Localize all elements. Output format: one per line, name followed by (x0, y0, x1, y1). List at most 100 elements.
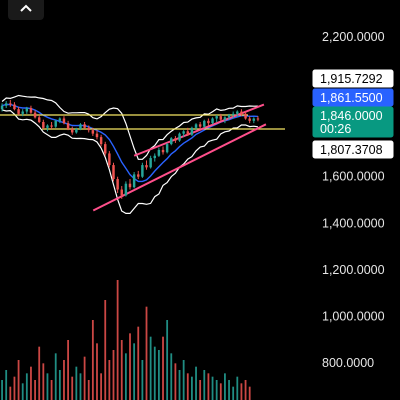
volume-bars (1, 280, 251, 400)
candlesticks (0, 99, 260, 199)
candle-body (215, 116, 218, 119)
price-tag-timer: 00:26 (320, 122, 351, 136)
candle-body (54, 120, 57, 127)
candle-body (141, 165, 144, 177)
candle (58, 117, 62, 124)
volume-bar (58, 370, 61, 400)
candle (13, 102, 16, 111)
price-tag-label: 1,807.3708 (320, 143, 383, 157)
candle-body (70, 128, 74, 133)
volume-bar (13, 376, 16, 400)
y-tick-label: 1,200.0000 (322, 263, 385, 277)
candle-body (13, 104, 16, 110)
volume-bar (203, 370, 206, 400)
volume-bar (21, 383, 24, 400)
volume-bar (38, 346, 41, 400)
y-tick-label: 1,400.0000 (322, 216, 385, 230)
candle-body (95, 133, 99, 138)
candle (153, 153, 156, 162)
candle-body (37, 117, 41, 122)
candle-body (231, 113, 235, 116)
candle-body (108, 153, 111, 166)
volume-bar (195, 366, 197, 400)
candle (137, 170, 140, 180)
candle (112, 162, 115, 182)
ma-line (1, 103, 258, 183)
candle (215, 115, 218, 122)
y-tick-label: 2,200.0000 (322, 30, 385, 44)
volume-bar (236, 376, 239, 400)
candle-body (248, 118, 251, 121)
candle-body (194, 124, 198, 128)
volume-bar (54, 353, 57, 400)
candle-body (83, 124, 86, 128)
candle-body (33, 112, 37, 118)
volume-bar (219, 383, 222, 400)
candle (207, 118, 210, 126)
candle (157, 147, 161, 157)
candle (170, 137, 173, 146)
candle (75, 127, 78, 134)
volume-bar (191, 376, 193, 400)
candle-body (236, 111, 239, 114)
volume-bar (170, 353, 173, 400)
candle (54, 119, 57, 128)
bollinger-bands (1, 94, 258, 214)
volume-bar (116, 280, 119, 400)
price-tag-box (312, 88, 394, 107)
volume-bar (120, 340, 123, 400)
candle-body (4, 103, 8, 106)
price-tag-box (312, 69, 394, 88)
candle (21, 109, 24, 117)
volume-bar (240, 383, 243, 400)
candle (178, 132, 181, 142)
candle (198, 121, 202, 129)
candle-body (128, 183, 132, 188)
price-tag-label: 1,861.5500 (320, 91, 383, 105)
candle (256, 116, 260, 122)
candle-body (227, 115, 231, 118)
price-tag-label: 1,846.0000 (320, 109, 383, 123)
candle-body (58, 118, 62, 121)
y-tick-label: 800.0000 (322, 356, 374, 370)
candle (9, 99, 12, 107)
candle (227, 113, 231, 120)
candle (25, 106, 29, 114)
candle (29, 105, 33, 114)
candle (165, 142, 169, 154)
candle (87, 125, 90, 133)
candle (223, 116, 227, 124)
volume-bar (42, 363, 45, 400)
candle (182, 130, 185, 138)
candle (211, 117, 214, 125)
y-tick-label: 1,600.0000 (322, 170, 385, 184)
candle-body (219, 116, 223, 120)
volume-bar (91, 320, 94, 400)
collapse-button[interactable] (8, 0, 44, 20)
volume-bar (248, 386, 251, 400)
volume-bar (137, 326, 140, 400)
candle (83, 121, 86, 129)
volume-bar (153, 346, 156, 400)
candle-body (99, 137, 103, 145)
candle (231, 111, 235, 119)
volume-bar (215, 380, 218, 400)
volume-bar (79, 373, 82, 400)
candle (252, 117, 256, 124)
volume-bar (224, 373, 226, 400)
candle-body (29, 108, 33, 113)
volume-bar (108, 360, 111, 400)
candle (116, 176, 119, 194)
candle-body (66, 123, 70, 129)
candle (203, 119, 206, 128)
candle-body (240, 111, 243, 114)
candle (132, 172, 136, 189)
candle (219, 113, 223, 121)
candle (145, 160, 148, 170)
volume-bar (157, 350, 160, 400)
price-tag-label: 1,915.7292 (320, 72, 383, 86)
volume-bar (30, 366, 32, 400)
candle-body (256, 118, 260, 120)
